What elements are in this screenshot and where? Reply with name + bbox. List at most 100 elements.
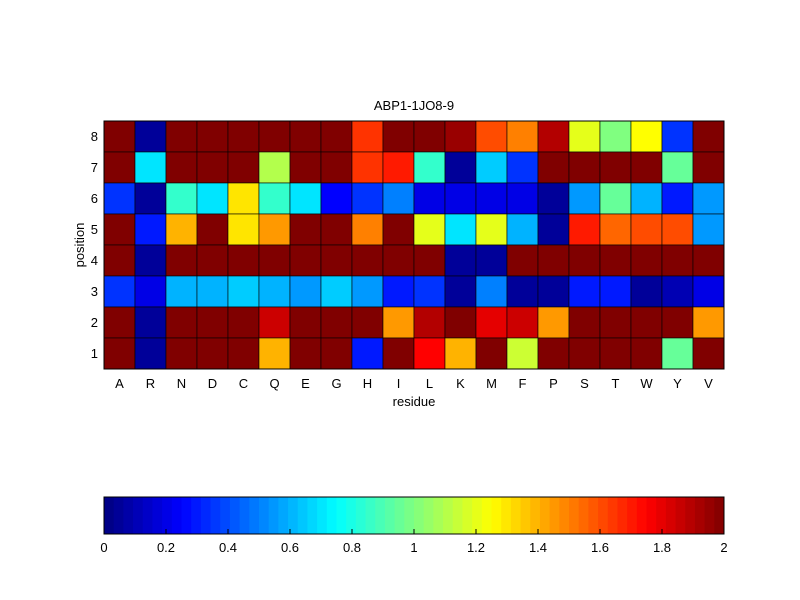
heatmap-cell — [692, 306, 725, 339]
y-tick-label: 7 — [91, 160, 98, 175]
heatmap-cell — [196, 306, 229, 339]
colorbar — [104, 497, 725, 534]
heatmap-cell — [692, 337, 725, 370]
heatmap-cell — [413, 151, 446, 184]
y-tick-label: 1 — [91, 346, 98, 361]
heatmap-cell — [196, 182, 229, 215]
colorbar-segment — [229, 497, 241, 534]
heatmap-cell — [103, 182, 136, 215]
heatmap-cell — [568, 151, 601, 184]
colorbar-segment — [704, 497, 715, 534]
heatmap-cell — [568, 306, 601, 339]
colorbar-segment — [714, 497, 725, 534]
heatmap-cell — [506, 213, 539, 246]
colorbar-segment — [355, 497, 367, 534]
heatmap-cell — [165, 120, 198, 153]
heatmap-cell — [289, 306, 322, 339]
heatmap-cell — [537, 337, 570, 370]
x-tick-label: T — [612, 376, 620, 391]
colorbar-segment — [336, 497, 347, 534]
heatmap-cell — [568, 337, 601, 370]
colorbar-segment — [404, 497, 415, 534]
heatmap-cell — [661, 275, 694, 308]
x-tick-label: E — [301, 376, 310, 391]
colorbar-segment — [297, 497, 308, 534]
colorbar-segment — [433, 497, 444, 534]
heatmap-cell — [227, 182, 260, 215]
heatmap-cell — [568, 244, 601, 277]
heatmap-cell — [320, 306, 353, 339]
heatmap-cell — [320, 182, 353, 215]
heatmap-cell — [661, 337, 694, 370]
colorbar-segment — [578, 497, 589, 534]
colorbar-segment — [239, 497, 250, 534]
colorbar-segment — [384, 497, 396, 534]
heatmap-cell — [630, 337, 663, 370]
colorbar-tick-label: 1 — [410, 540, 417, 555]
x-tick-label: D — [208, 376, 217, 391]
heatmap-cell — [692, 182, 725, 215]
colorbar-segment — [423, 497, 434, 534]
heatmap-cell — [289, 244, 322, 277]
heatmap-cell — [475, 337, 508, 370]
heatmap-cell — [568, 213, 601, 246]
heatmap-cell — [258, 182, 291, 215]
heatmap-cell — [630, 182, 663, 215]
heatmap-cell — [382, 306, 415, 339]
colorbar-segment — [317, 497, 328, 534]
heatmap-cell — [661, 151, 694, 184]
colorbar-segment — [200, 497, 212, 534]
colorbar-segment — [171, 497, 182, 534]
heatmap-cell — [134, 244, 167, 277]
heatmap-cell — [382, 213, 415, 246]
colorbar-segment — [501, 497, 512, 534]
heatmap-cell — [630, 275, 663, 308]
colorbar-segment — [365, 497, 376, 534]
colorbar-segment — [104, 497, 115, 534]
heatmap-cell — [413, 213, 446, 246]
heatmap-cell — [475, 120, 508, 153]
heatmap-cell — [413, 244, 446, 277]
colorbar-segment — [530, 497, 541, 534]
colorbar-tick-label: 1.8 — [653, 540, 671, 555]
heatmap-cell — [475, 306, 508, 339]
heatmap-cell — [475, 182, 508, 215]
heatmap-cell — [351, 306, 384, 339]
y-tick-labels: 8 7 6 5 4 3 2 1 — [91, 129, 98, 361]
colorbar-segment — [278, 497, 289, 534]
heatmap-cell — [351, 244, 384, 277]
heatmap-cell — [227, 337, 260, 370]
colorbar-segment — [326, 497, 337, 534]
heatmap-cell — [537, 182, 570, 215]
heatmap-cell — [351, 275, 384, 308]
heatmap-cell — [661, 306, 694, 339]
heatmap-cell — [568, 182, 601, 215]
heatmap-cell — [382, 120, 415, 153]
heatmap-cells — [103, 120, 725, 370]
colorbar-segment — [656, 497, 667, 534]
heatmap-cell — [630, 213, 663, 246]
heatmap-cell — [320, 244, 353, 277]
heatmap-cell — [227, 151, 260, 184]
colorbar-segment — [598, 497, 609, 534]
heatmap-cell — [196, 244, 229, 277]
y-tick-label: 4 — [91, 253, 98, 268]
heatmap-cell — [661, 120, 694, 153]
heatmap-cell — [165, 213, 198, 246]
heatmap-cell — [320, 337, 353, 370]
heatmap-cell — [537, 151, 570, 184]
heatmap-cell — [444, 244, 477, 277]
colorbar-segment — [113, 497, 124, 534]
x-tick-label: K — [456, 376, 465, 391]
heatmap-cell — [134, 213, 167, 246]
colorbar-segment — [520, 497, 531, 534]
colorbar-segment — [462, 497, 473, 534]
heatmap-cell — [165, 182, 198, 215]
colorbar-segment — [142, 497, 153, 534]
y-tick-label: 6 — [91, 191, 98, 206]
heatmap-cell — [599, 306, 632, 339]
heatmap-cell — [351, 182, 384, 215]
colorbar-segment — [617, 497, 628, 534]
heatmap-cell — [196, 337, 229, 370]
